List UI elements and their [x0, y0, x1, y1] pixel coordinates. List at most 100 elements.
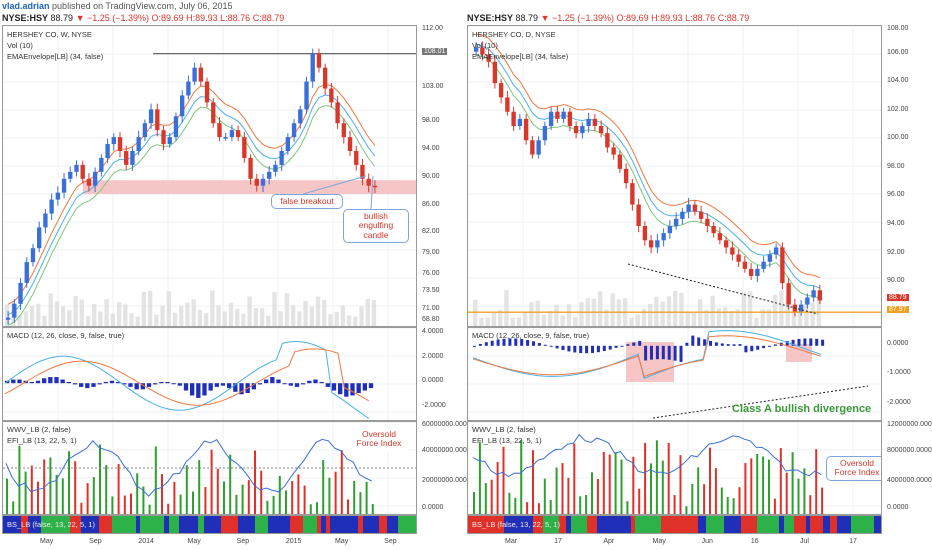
left-bs-panel[interactable]: BS_LB (false, 13, 22, 5, 1): [2, 515, 417, 534]
candle-body: [711, 226, 716, 234]
volume-bar: [259, 308, 265, 326]
macd-histogram-bar: [307, 380, 312, 384]
macd-histogram-bar: [72, 383, 78, 385]
volume-bar: [222, 311, 227, 326]
volume-bar: [729, 311, 734, 326]
macd-histogram-bar: [532, 341, 535, 346]
candle-body: [298, 109, 303, 124]
candle-body: [285, 137, 291, 151]
volume-bar: [278, 311, 283, 326]
axis-tick-label: 0.0000: [887, 504, 909, 511]
bs-segment: [164, 516, 169, 533]
bs-segment: [268, 516, 282, 533]
candle-body: [360, 164, 365, 179]
force-bar: [204, 487, 207, 514]
macd-histogram-bar: [791, 339, 795, 346]
macd-histogram-bar: [208, 383, 213, 391]
force-bar: [502, 446, 505, 514]
bs-segment: [353, 516, 358, 533]
candle-body: [179, 95, 185, 117]
force-bar: [192, 491, 194, 514]
right-bs-panel[interactable]: BS_LB (false, 13, 22, 5, 1): [467, 515, 882, 534]
volume-bar: [629, 317, 634, 326]
volume-bar: [272, 292, 277, 326]
volume-bar: [523, 311, 528, 326]
macd-histogram-bar: [338, 383, 343, 395]
author-name[interactable]: vlad.adrian: [2, 1, 50, 11]
left-macd-panel[interactable]: MACD (12, 26, close, 9, false, true): [2, 327, 417, 421]
macd-histogram-bar: [726, 344, 730, 346]
candle-body: [648, 240, 654, 248]
macd-histogram-bar: [66, 381, 71, 384]
force-bar: [679, 455, 682, 514]
left-force-axis: 60000000.0000 40000000.0000 20000000.0000 0…: [418, 421, 471, 513]
force-bar: [815, 449, 818, 514]
left-low: L:88.76: [220, 13, 251, 23]
volume-bar: [110, 313, 116, 326]
left-force-panel[interactable]: WWV_LB (2, false) EFI_LB (13, 22, 5, 1) …: [2, 421, 417, 515]
axis-tick-label: -2.0000: [887, 399, 911, 407]
force-bar: [260, 470, 263, 514]
force-bar: [750, 458, 753, 514]
bs-segment: [874, 516, 881, 533]
macd-histogram-bar: [797, 338, 801, 346]
right-bs-label: BS_LB (false, 13, 22, 5, 1): [472, 520, 560, 529]
volume-bar: [54, 301, 60, 326]
bs-segment: [21, 516, 28, 533]
candle-body: [698, 211, 704, 219]
force-bar: [791, 452, 794, 514]
bs-segment: [528, 516, 533, 533]
macd-histogram-bar: [190, 383, 195, 396]
left-price-panel[interactable]: HERSHEY CO, W, NYSE Vol (10) EMAEnvelope…: [2, 25, 417, 327]
left-ticker: NYSE:HSY: [2, 13, 49, 23]
volume-bar: [328, 314, 333, 326]
axis-tick-label: 76.00: [422, 270, 440, 277]
macd-line: [472, 330, 822, 380]
macd-histogram-bar: [537, 342, 541, 346]
volume-bar: [810, 302, 815, 326]
volume-bar: [598, 291, 603, 326]
bs-segment: [645, 516, 661, 533]
right-time-axis: Mar 17 Apr May Jun 16 Jul 17: [505, 538, 857, 545]
candle-body: [755, 268, 760, 276]
force-bar: [30, 465, 33, 514]
macd-histogram-bar: [732, 344, 736, 346]
volume-bar: [147, 290, 153, 326]
right-high: H:89.93: [651, 13, 683, 23]
macd-histogram-bar: [661, 345, 665, 360]
right-price-panel[interactable]: HERSHEY CO, D, NYSE Vol (10) EMAEnvelope…: [467, 25, 882, 327]
macd-histogram-bar: [478, 343, 482, 346]
left-ema-label: EMAEnvelope[LB] (34, false): [7, 52, 104, 61]
candle-body: [316, 53, 322, 68]
bs-segment: [779, 516, 784, 533]
force-bar: [526, 502, 529, 514]
macd-histogram-bar: [233, 383, 238, 392]
bs-segment: [533, 516, 543, 533]
macd-histogram-bar: [134, 383, 139, 390]
axis-tick-label: 20000000.0000: [422, 477, 471, 485]
volume-bar: [185, 302, 190, 326]
bs-segment: [238, 516, 251, 533]
bs-segment: [784, 516, 794, 533]
force-bar: [720, 487, 723, 514]
ema-mid-line: [475, 43, 821, 289]
macd-histogram-bar: [301, 383, 306, 385]
candle-body: [105, 144, 110, 158]
macd-histogram-bar: [109, 380, 115, 384]
candle-body: [748, 268, 754, 276]
right-force-panel[interactable]: WWV_LB (2, false) EFI_LB (13, 22, 5, 1) …: [467, 421, 882, 515]
candle-body: [655, 240, 660, 248]
volume-bar: [228, 302, 234, 326]
force-bar: [123, 495, 126, 514]
bs-segment: [620, 516, 631, 533]
ema-upper-line: [475, 33, 821, 279]
right-oversold-callout: Oversold Force Index: [826, 456, 881, 481]
macd-histogram-bar: [54, 377, 59, 384]
candle-body: [124, 151, 129, 165]
right-macd-panel[interactable]: MACD (12, 26, close, 9, false, true) Cla…: [467, 327, 882, 421]
macd-histogram-bar: [508, 338, 512, 346]
force-bar: [24, 471, 27, 514]
macd-histogram-bar: [573, 345, 577, 353]
bs-segment: [770, 516, 779, 533]
macd-histogram-bar: [484, 342, 488, 346]
